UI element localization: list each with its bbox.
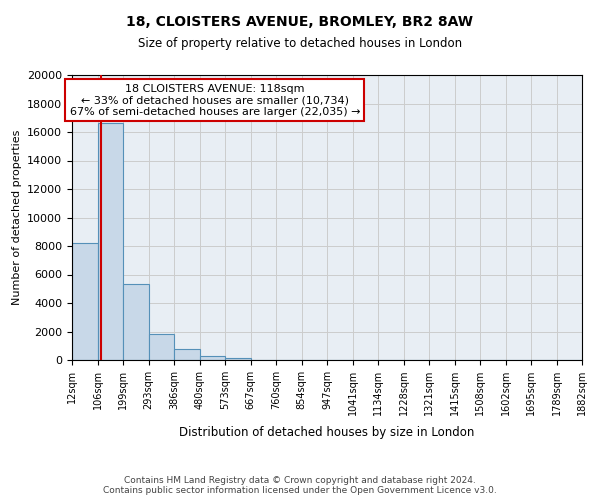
Bar [123, 284, 149, 360]
Text: 18, CLOISTERS AVENUE, BROMLEY, BR2 8AW: 18, CLOISTERS AVENUE, BROMLEY, BR2 8AW [127, 15, 473, 29]
X-axis label: Distribution of detached houses by size in London: Distribution of detached houses by size … [179, 426, 475, 440]
Bar [98, 124, 123, 360]
Bar [200, 356, 225, 360]
Text: Size of property relative to detached houses in London: Size of property relative to detached ho… [138, 38, 462, 51]
Text: 18 CLOISTERS AVENUE: 118sqm
← 33% of detached houses are smaller (10,734)
67% of: 18 CLOISTERS AVENUE: 118sqm ← 33% of det… [70, 84, 360, 116]
Bar [149, 334, 174, 360]
Text: Contains HM Land Registry data © Crown copyright and database right 2024.
Contai: Contains HM Land Registry data © Crown c… [103, 476, 497, 495]
Bar [72, 243, 98, 360]
Bar [225, 358, 251, 360]
Bar [174, 350, 200, 360]
Y-axis label: Number of detached properties: Number of detached properties [11, 130, 22, 305]
